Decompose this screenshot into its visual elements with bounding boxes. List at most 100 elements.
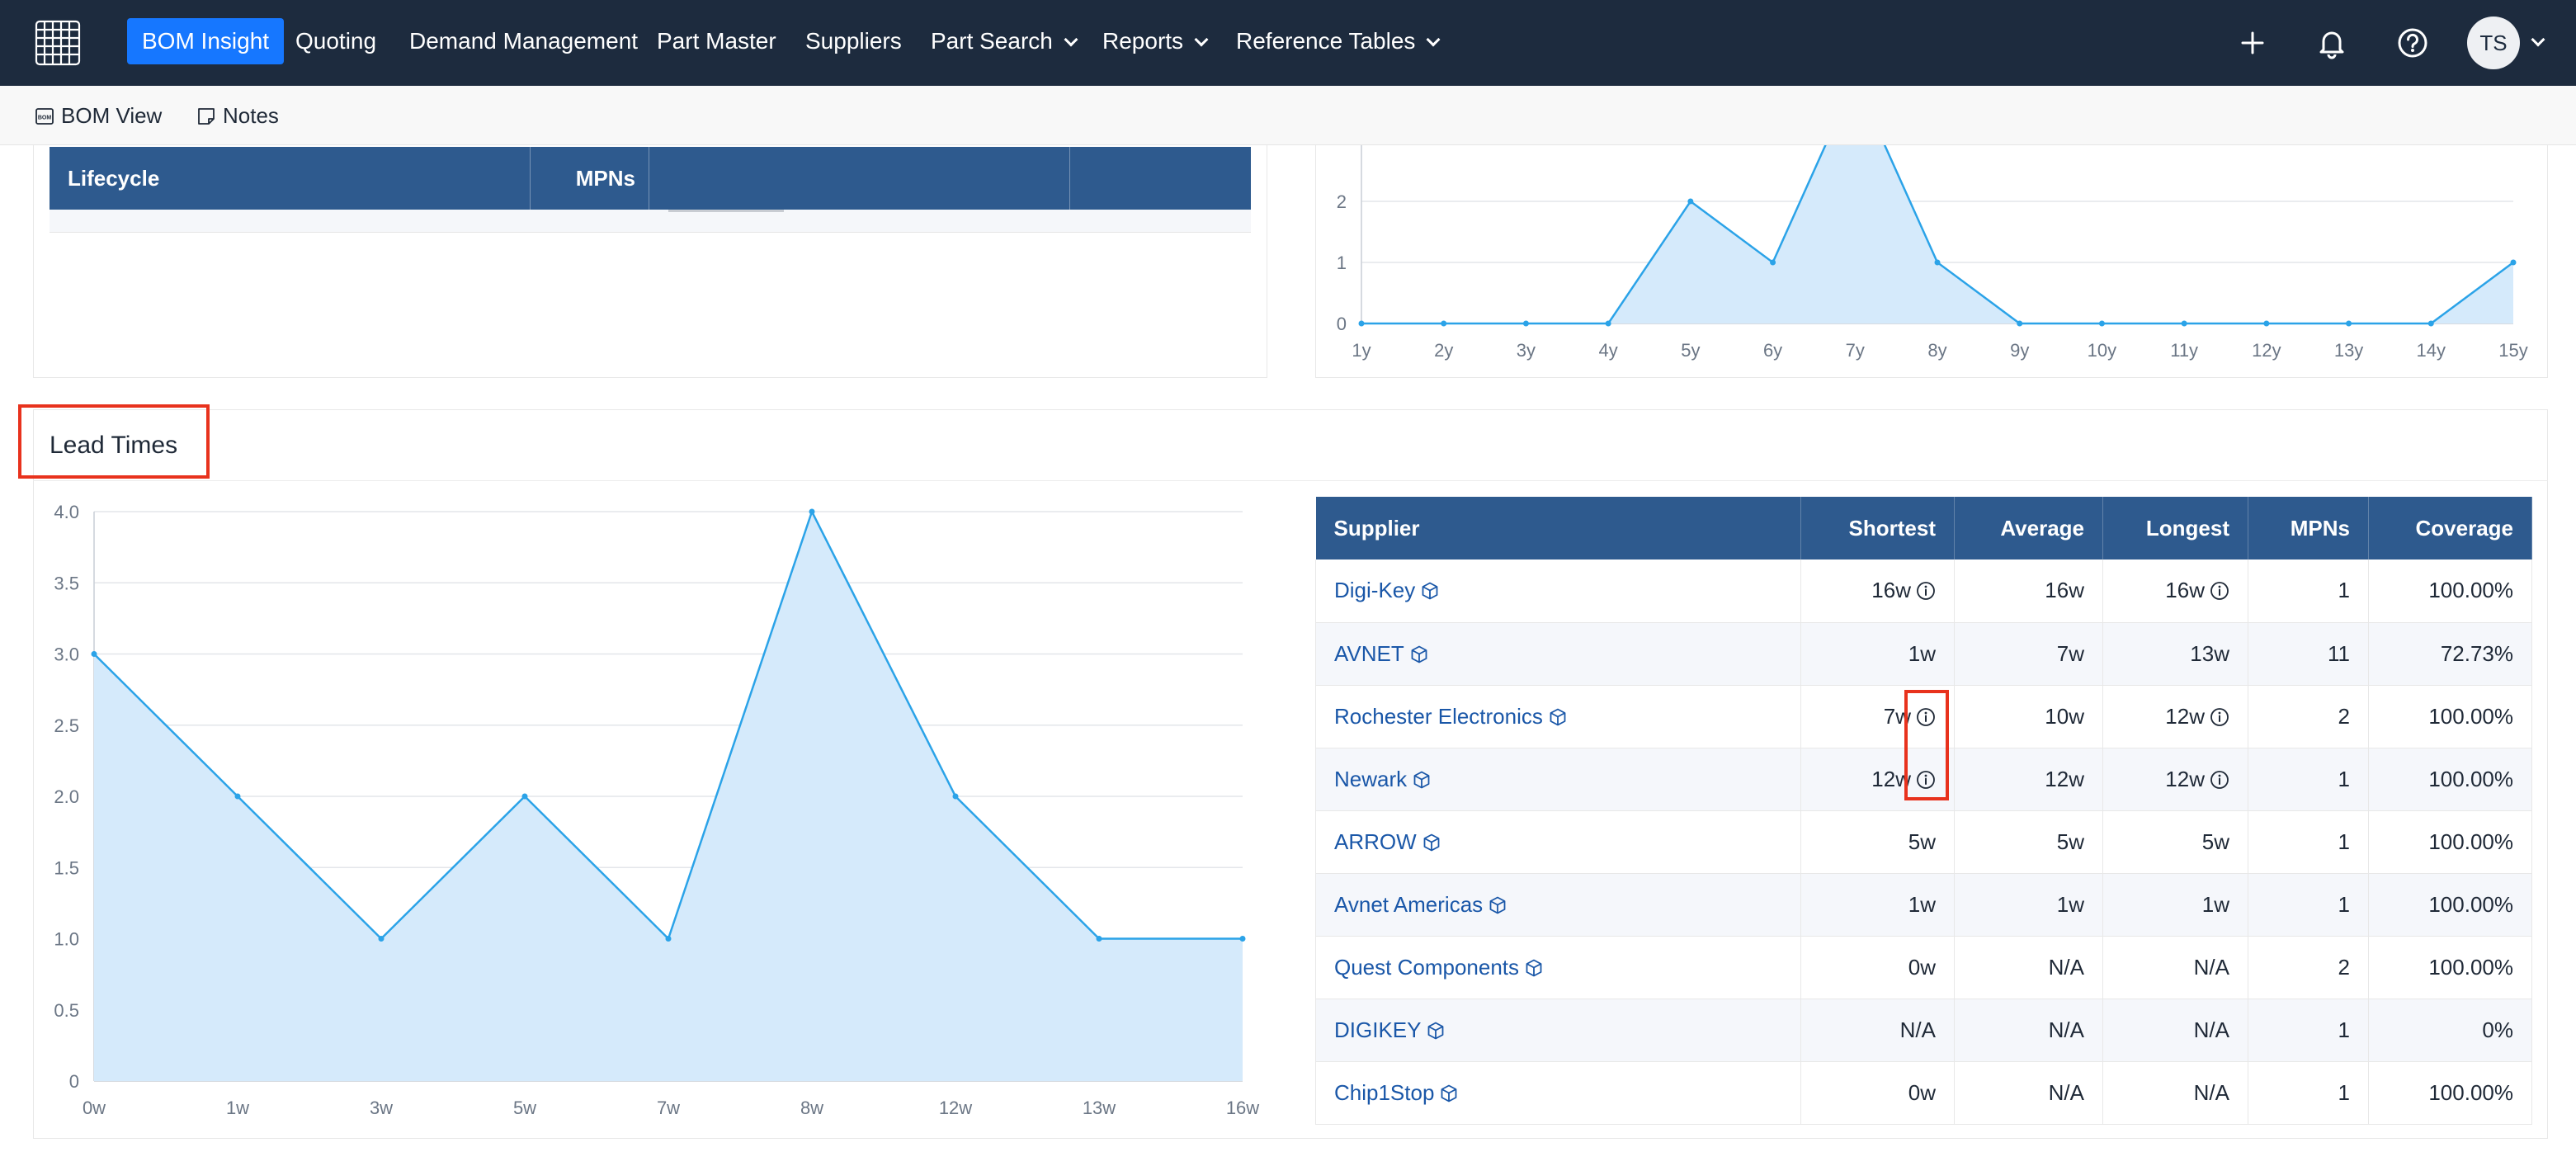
x-tick-label: 13y	[2334, 340, 2363, 361]
data-point[interactable]	[521, 793, 528, 800]
data-point[interactable]	[1096, 936, 1102, 942]
data-point[interactable]	[809, 508, 815, 515]
top-navigation-bar: BOM Insight Quoting Demand Management Pa…	[0, 0, 2576, 86]
average-column-header[interactable]: Average	[1954, 497, 2103, 559]
data-point[interactable]	[2510, 259, 2517, 266]
supplier-link[interactable]: Quest Components	[1334, 954, 1520, 980]
coverage-value: 100.00%	[2428, 1079, 2513, 1105]
y-tick-label: 0.5	[54, 1000, 79, 1021]
info-icon[interactable]	[1916, 581, 1936, 601]
data-point[interactable]	[1687, 198, 1694, 205]
data-point[interactable]	[1239, 936, 1246, 942]
info-icon[interactable]	[2210, 707, 2229, 727]
data-point[interactable]	[91, 651, 97, 657]
nav-bom-insight[interactable]: BOM Insight	[127, 18, 285, 64]
mpns-value: 1	[2338, 829, 2350, 854]
chevron-down-icon	[1426, 32, 1441, 47]
data-point[interactable]	[2346, 320, 2352, 327]
info-icon[interactable]	[1916, 770, 1936, 790]
data-point[interactable]	[1934, 259, 1941, 266]
chevron-down-icon	[1194, 32, 1209, 47]
nav-reference-tables[interactable]: Reference Tables	[1221, 18, 1453, 64]
longest-cell: 1w	[2102, 873, 2248, 937]
y-tick-label: 3.5	[54, 573, 79, 593]
data-point[interactable]	[234, 793, 241, 800]
x-tick-label: 1w	[226, 1098, 249, 1118]
area-fill	[1361, 145, 2513, 323]
cube-icon[interactable]	[1488, 895, 1507, 915]
supplier-link[interactable]: Digi-Key	[1334, 578, 1416, 603]
info-icon[interactable]	[2210, 770, 2229, 790]
y-tick-label: 0	[69, 1071, 79, 1092]
shortest-value: 1w	[1908, 891, 1936, 917]
info-icon[interactable]	[1916, 707, 1936, 727]
data-point[interactable]	[2098, 320, 2105, 327]
supplier-link[interactable]: DIGIKEY	[1334, 1017, 1422, 1042]
nav-reports[interactable]: Reports	[1087, 18, 1221, 64]
nav-demand-management[interactable]: Demand Management	[394, 18, 653, 64]
table-row: Newark 12w 12w 12w 1 100.00%	[1315, 748, 2532, 811]
data-point[interactable]	[1770, 259, 1776, 266]
cube-icon[interactable]	[1420, 581, 1440, 601]
supplier-link[interactable]: Newark	[1334, 766, 1408, 791]
notes-button[interactable]: Notes	[196, 99, 279, 132]
nav-part-master[interactable]: Part Master	[642, 18, 791, 64]
data-point[interactable]	[665, 936, 672, 942]
longest-column-header[interactable]: Longest	[2102, 497, 2248, 559]
cube-icon[interactable]	[1409, 644, 1429, 664]
data-point[interactable]	[952, 793, 959, 800]
data-point[interactable]	[2181, 320, 2187, 327]
mpns-cell: 1	[2248, 748, 2369, 811]
longest-value: 16w	[2165, 578, 2205, 603]
x-tick-label: 8w	[800, 1098, 823, 1118]
avatar-initials: TS	[2479, 31, 2508, 55]
supplier-link[interactable]: AVNET	[1334, 640, 1404, 666]
bell-icon[interactable]	[2314, 25, 2350, 61]
cube-icon[interactable]	[1439, 1084, 1459, 1103]
supplier-link[interactable]: Rochester Electronics	[1334, 703, 1543, 729]
cube-icon[interactable]	[1422, 833, 1441, 852]
cube-icon[interactable]	[1426, 1021, 1446, 1041]
data-point[interactable]	[2427, 320, 2434, 327]
supplier-column-header[interactable]: Supplier	[1315, 497, 1801, 559]
table-header-row: Supplier Shortest Average Longest MPNs C…	[1315, 497, 2532, 559]
data-point[interactable]	[378, 936, 385, 942]
help-icon[interactable]	[2394, 25, 2431, 61]
data-point[interactable]	[2263, 320, 2270, 327]
nav-quoting[interactable]: Quoting	[281, 18, 391, 64]
supplier-link[interactable]: Chip1Stop	[1334, 1079, 1435, 1105]
longest-value: N/A	[2193, 1079, 2229, 1105]
mpns-value: 2	[2338, 954, 2350, 980]
supplier-cell: Avnet Americas	[1315, 873, 1801, 937]
supplier-link[interactable]: Avnet Americas	[1334, 891, 1484, 917]
app-grid-logo-icon[interactable]	[33, 18, 83, 68]
average-value: N/A	[2048, 1079, 2084, 1105]
coverage-column-header[interactable]: Coverage	[2368, 497, 2532, 559]
average-cell: N/A	[1954, 936, 2103, 999]
average-cell: 12w	[1954, 748, 2103, 811]
data-point[interactable]	[1358, 320, 1365, 327]
mpns-column-header[interactable]: MPNs	[575, 166, 635, 191]
mpns-value: 1	[2338, 1017, 2350, 1042]
chevron-down-icon[interactable]	[2531, 32, 2545, 47]
average-cell: 5w	[1954, 810, 2103, 874]
y-tick-label: 1.0	[54, 929, 79, 950]
nav-part-search[interactable]: Part Search	[916, 18, 1091, 64]
coverage-value: 72.73%	[2440, 640, 2513, 666]
shortest-column-header[interactable]: Shortest	[1800, 497, 1955, 559]
lifecycle-column-header[interactable]: Lifecycle	[68, 166, 160, 191]
data-point[interactable]	[1441, 320, 1447, 327]
bom-view-button[interactable]: BOM BOM View	[35, 99, 162, 132]
user-avatar[interactable]: TS	[2467, 17, 2520, 69]
data-point[interactable]	[1605, 320, 1611, 327]
info-icon[interactable]	[2210, 581, 2229, 601]
cube-icon[interactable]	[1412, 770, 1432, 790]
data-point[interactable]	[2017, 320, 2023, 327]
cube-icon[interactable]	[1548, 707, 1568, 727]
supplier-link[interactable]: ARROW	[1334, 829, 1417, 854]
data-point[interactable]	[1522, 320, 1529, 327]
nav-suppliers[interactable]: Suppliers	[790, 18, 917, 64]
mpns-column-header[interactable]: MPNs	[2248, 497, 2369, 559]
plus-icon[interactable]	[2234, 25, 2271, 61]
cube-icon[interactable]	[1524, 958, 1544, 978]
